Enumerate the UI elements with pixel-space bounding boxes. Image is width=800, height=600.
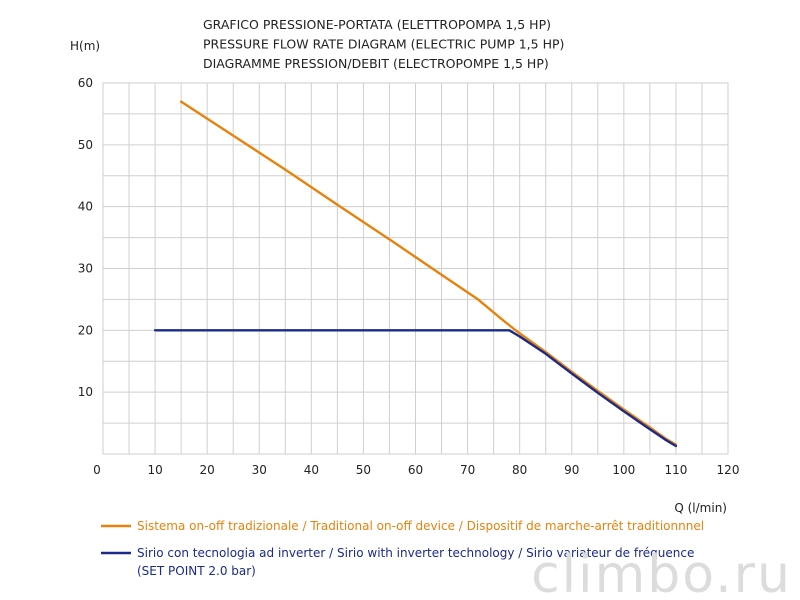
legend-label-2-line2: (SET POINT 2.0 bar)	[137, 564, 256, 578]
x-tick-label: 0	[93, 463, 101, 477]
x-tick-label: 100	[612, 463, 635, 477]
x-tick-labels: 0 10 20 30 40 50 60 70 80 90 100 110 120	[93, 463, 739, 477]
x-tick-label: 80	[512, 463, 527, 477]
x-tick-label: 90	[564, 463, 579, 477]
y-tick-label: 50	[78, 138, 93, 152]
x-tick-label: 60	[408, 463, 423, 477]
chart-series	[153, 100, 678, 448]
watermark: climbo.ru	[531, 545, 792, 600]
x-tick-label: 30	[252, 463, 267, 477]
y-tick-label: 40	[78, 200, 93, 214]
y-axis-label: H(m)	[70, 39, 100, 53]
chart-title-line-2: PRESSURE FLOW RATE DIAGRAM (ELECTRIC PUM…	[203, 37, 564, 52]
legend-label-1: Sistema on-off tradizionale / Traditiona…	[137, 519, 704, 533]
series-line-1	[179, 100, 678, 446]
y-tick-label: 10	[78, 385, 93, 399]
y-tick-labels: 10 20 30 40 50 60	[78, 76, 93, 399]
chart-title-line-3: DIAGRAMME PRESSION/DEBIT (ELECTROPOMPE 1…	[203, 56, 549, 71]
legend-label-2: Sirio con tecnologia ad inverter / Sirio…	[137, 546, 694, 560]
x-axis-label: Q (l/min)	[674, 501, 727, 515]
y-tick-label: 60	[78, 76, 93, 90]
x-tick-label: 70	[460, 463, 475, 477]
x-tick-label: 20	[200, 463, 215, 477]
series-line-2	[153, 329, 678, 448]
x-tick-label: 50	[356, 463, 371, 477]
chart-grid	[102, 82, 729, 455]
y-tick-label: 30	[78, 262, 93, 276]
x-tick-label: 10	[147, 463, 162, 477]
y-tick-label: 20	[78, 323, 93, 337]
chart-title-line-1: GRAFICO PRESSIONE-PORTATA (ELETTROPOMPA …	[203, 17, 551, 32]
legend: Sistema on-off tradizionale / Traditiona…	[101, 519, 704, 578]
chart-titles: GRAFICO PRESSIONE-PORTATA (ELETTROPOMPA …	[203, 17, 564, 71]
x-tick-label: 120	[717, 463, 740, 477]
x-tick-label: 40	[304, 463, 319, 477]
x-tick-label: 110	[664, 463, 687, 477]
